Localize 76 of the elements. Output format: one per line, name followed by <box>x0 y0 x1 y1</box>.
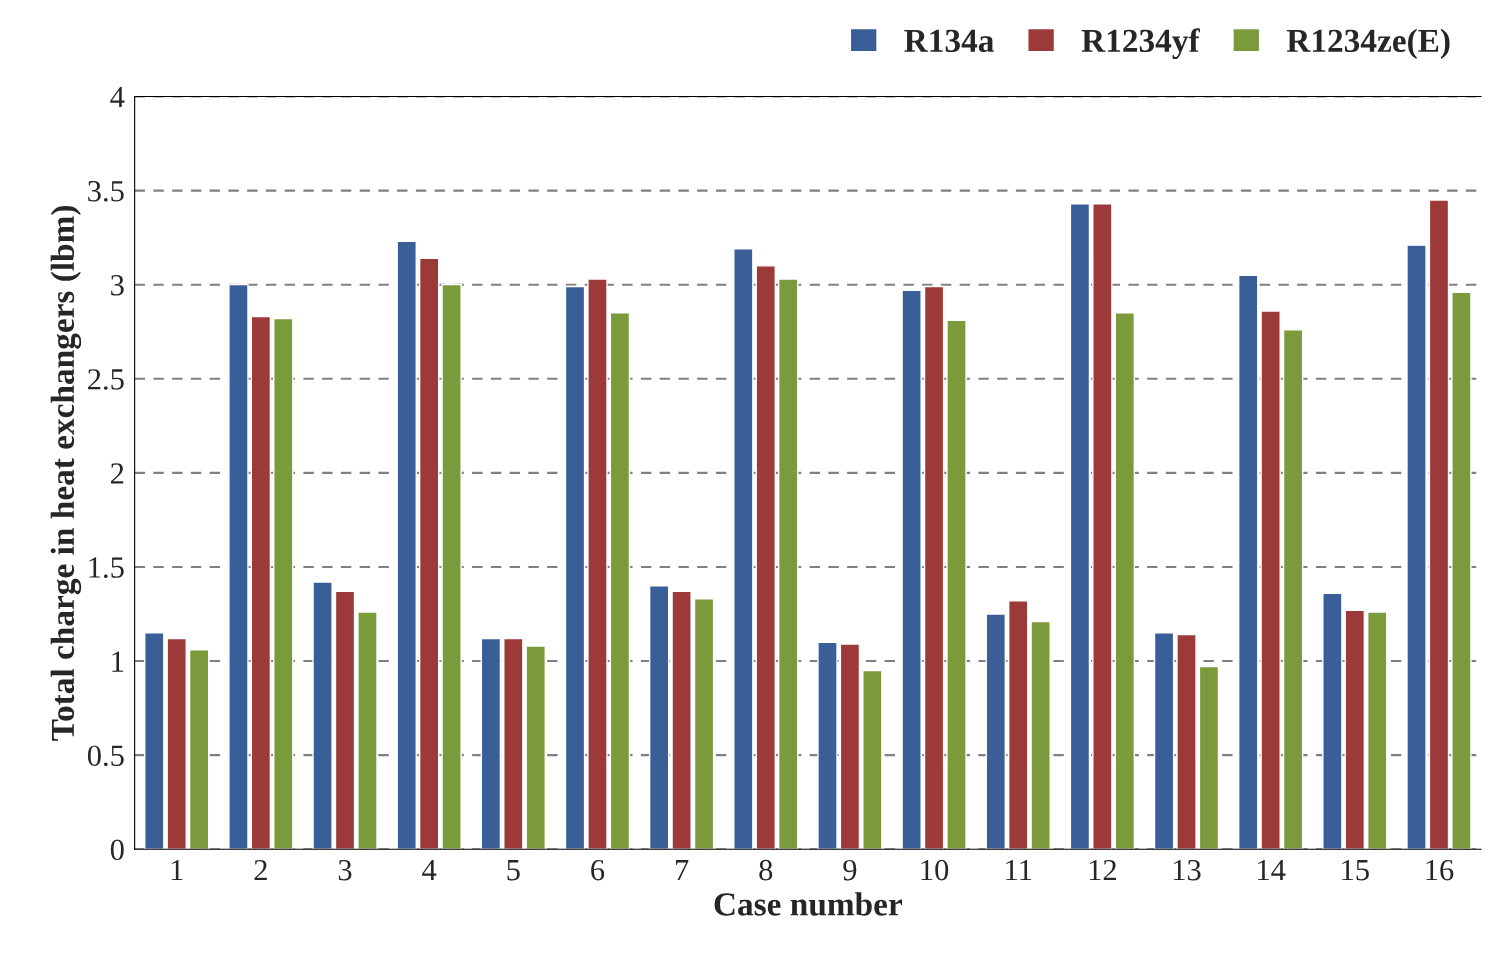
bar <box>1406 244 1427 850</box>
bar <box>1237 274 1259 850</box>
bar <box>946 319 967 850</box>
bar <box>1007 600 1029 850</box>
bar <box>1428 199 1450 850</box>
x-tick-label: 11 <box>1006 859 1032 881</box>
y-tick-label: 2.5 <box>88 369 124 390</box>
bar <box>1030 620 1051 850</box>
bar <box>777 278 799 850</box>
bar <box>1282 329 1304 850</box>
bar <box>1344 609 1366 850</box>
legend-label: R134a <box>904 29 994 53</box>
bar <box>923 285 945 850</box>
x-tick-label: 1 <box>171 859 183 881</box>
bar <box>901 289 922 850</box>
bar <box>839 643 861 850</box>
bar <box>396 240 417 850</box>
bar <box>441 283 462 850</box>
bar <box>228 283 249 850</box>
y-tick-label: 0.5 <box>87 745 124 767</box>
y-tick-label: 1 <box>112 651 124 672</box>
x-axis-title: Case number <box>714 892 903 916</box>
bar <box>188 649 210 850</box>
x-tick-label: 4 <box>422 860 437 881</box>
bar <box>1176 633 1197 850</box>
bar <box>1153 632 1175 850</box>
y-tick-label: 3 <box>111 275 124 296</box>
bar <box>273 317 294 850</box>
x-tick-label: 16 <box>1426 859 1454 881</box>
bar <box>817 641 838 850</box>
y-axis-title: Total charge in heat exchangers (lbm) <box>50 205 82 741</box>
bar <box>1069 203 1091 850</box>
bar <box>1260 310 1281 850</box>
bar <box>480 637 502 850</box>
bar <box>1451 291 1472 850</box>
bar <box>1322 592 1343 850</box>
bar <box>733 248 754 850</box>
x-tick-label: 6 <box>591 859 605 881</box>
y-tick-label: 1.5 <box>89 557 124 578</box>
bar <box>587 278 608 850</box>
bar <box>1092 203 1113 850</box>
bar <box>1198 665 1220 850</box>
bar <box>985 613 1007 850</box>
x-tick-label: 14 <box>1258 859 1286 881</box>
legend-label: R1234ze(E) <box>1286 28 1450 59</box>
y-tick-label: 2 <box>110 463 124 484</box>
bar <box>862 669 883 850</box>
bar <box>334 590 356 850</box>
y-tick-label: 3.5 <box>88 180 124 202</box>
bar <box>693 598 715 850</box>
bar <box>312 581 333 850</box>
x-tick-label: 7 <box>675 860 689 881</box>
bar <box>525 645 546 850</box>
bar <box>1367 611 1388 850</box>
legend-label: R1234yf <box>1081 28 1200 59</box>
y-tick-label: 0 <box>110 839 124 861</box>
bar <box>1114 312 1136 850</box>
x-tick-label: 2 <box>254 859 267 881</box>
x-tick-label: 13 <box>1173 859 1201 881</box>
bar <box>648 585 670 850</box>
bar <box>671 590 692 850</box>
x-tick-label: 10 <box>921 859 949 881</box>
x-tick-label: 12 <box>1089 859 1116 881</box>
bar <box>609 312 631 850</box>
x-tick-label: 3 <box>338 859 352 881</box>
x-tick-label: 9 <box>843 859 857 881</box>
bar <box>503 637 524 850</box>
bar <box>357 611 378 850</box>
bar <box>564 285 586 850</box>
x-tick-label: 8 <box>759 859 773 881</box>
bar <box>755 265 776 850</box>
y-tick-label: 4 <box>110 86 125 108</box>
bar <box>250 315 272 850</box>
x-tick-label: 15 <box>1342 859 1369 881</box>
bar <box>418 257 440 850</box>
x-tick-label: 5 <box>507 860 520 881</box>
